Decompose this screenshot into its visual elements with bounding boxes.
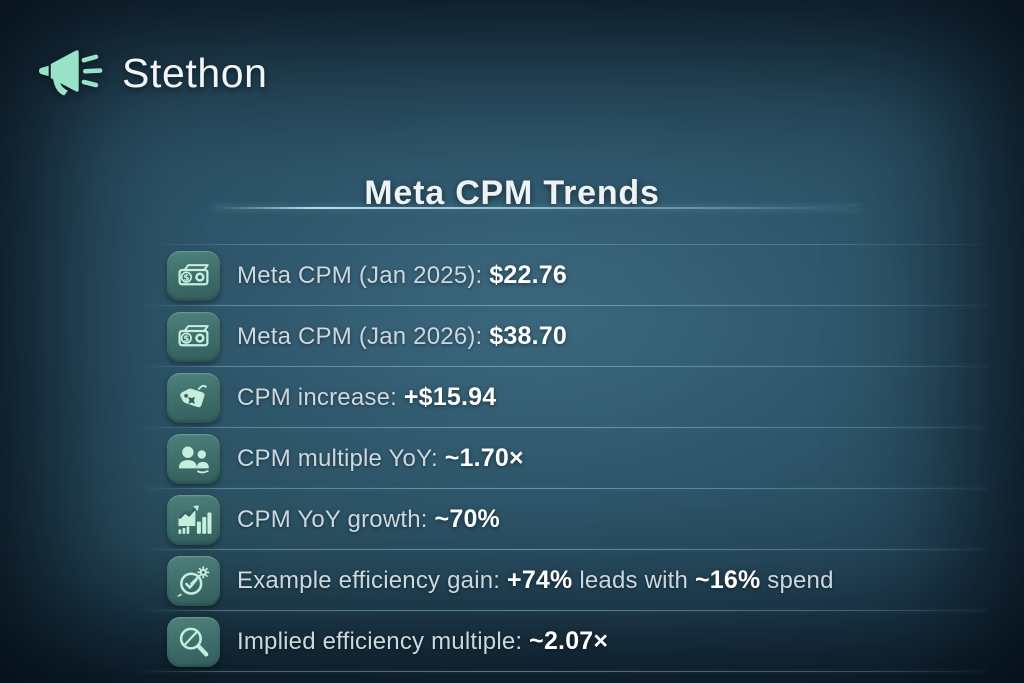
stat-text: CPM increase: +$15.94 bbox=[237, 383, 496, 412]
stat-text: Meta CPM (Jan 2025): $22.76 bbox=[237, 261, 567, 290]
gauge-gear-icon bbox=[175, 563, 212, 599]
brand-name: Stethon bbox=[122, 49, 268, 96]
stat-value: ~70% bbox=[434, 505, 500, 533]
stat-icon-badge bbox=[167, 250, 220, 301]
stat-label: leads with bbox=[572, 567, 695, 594]
money-icon bbox=[175, 258, 212, 294]
money-icon bbox=[175, 319, 212, 355]
stat-value: ~2.07× bbox=[529, 627, 609, 655]
bar-chart-icon bbox=[175, 502, 212, 538]
stat-value: $38.70 bbox=[489, 322, 567, 350]
megaphone-icon bbox=[38, 50, 103, 96]
stat-label: Example efficiency gain: bbox=[237, 567, 508, 594]
stat-row: Meta CPM (Jan 2025): $22.76 bbox=[142, 245, 988, 306]
stat-value: +$15.94 bbox=[403, 383, 497, 411]
stat-label: CPM YoY growth: bbox=[237, 506, 435, 533]
stat-label: spend bbox=[760, 567, 834, 594]
people-icon bbox=[175, 441, 212, 477]
stat-row: CPM YoY growth: ~70% bbox=[142, 489, 988, 550]
stat-icon-badge bbox=[167, 494, 220, 545]
stat-text: Example efficiency gain: +74% leads with… bbox=[237, 566, 834, 595]
stat-row: Implied efficiency multiple: ~2.07× bbox=[142, 611, 988, 672]
stat-row: CPM increase: +$15.94 bbox=[142, 367, 988, 428]
stats-list: Meta CPM (Jan 2025): $22.76 Meta CPM (Ja… bbox=[142, 244, 988, 672]
stat-label: CPM increase: bbox=[237, 384, 404, 411]
stat-label: Meta CPM (Jan 2025): bbox=[237, 262, 490, 289]
stat-label: Meta CPM (Jan 2026): bbox=[237, 323, 490, 350]
stat-label: CPM multiple YoY: bbox=[237, 445, 445, 472]
stat-icon-badge bbox=[167, 311, 220, 362]
stat-label: Implied efficiency multiple: bbox=[237, 628, 530, 655]
stat-icon-badge bbox=[167, 555, 220, 606]
brand: Stethon bbox=[30, 38, 268, 108]
stat-value: ~1.70× bbox=[444, 444, 524, 472]
stat-value: $22.76 bbox=[489, 261, 567, 289]
stat-text: Meta CPM (Jan 2026): $38.70 bbox=[237, 322, 567, 351]
stat-icon-badge bbox=[167, 372, 220, 423]
stat-value: ~16% bbox=[694, 566, 761, 594]
stat-text: Implied efficiency multiple: ~2.07× bbox=[237, 627, 608, 656]
magnifier-icon bbox=[175, 624, 212, 660]
stat-value: +74% bbox=[507, 566, 573, 594]
title-divider bbox=[212, 207, 862, 209]
stat-text: CPM multiple YoY: ~1.70× bbox=[237, 444, 524, 473]
stat-row: Meta CPM (Jan 2026): $38.70 bbox=[142, 306, 988, 367]
stat-icon-badge bbox=[167, 433, 220, 484]
price-tag-icon bbox=[175, 380, 212, 416]
stat-row: Example efficiency gain: +74% leads with… bbox=[142, 550, 988, 611]
stat-row: CPM multiple YoY: ~1.70× bbox=[142, 428, 988, 489]
stat-icon-badge bbox=[167, 616, 220, 667]
stat-text: CPM YoY growth: ~70% bbox=[237, 505, 500, 534]
